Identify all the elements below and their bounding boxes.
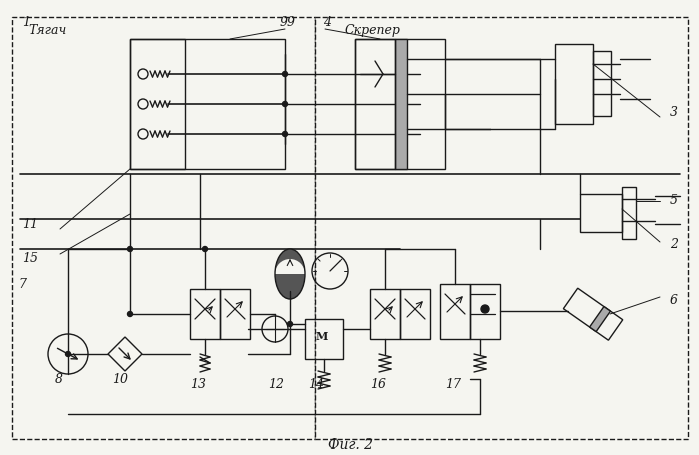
Bar (355, 40, 395, 170)
Circle shape (127, 312, 133, 317)
Bar (580, 195, 622, 233)
Text: 4: 4 (323, 15, 331, 29)
Text: 7: 7 (18, 278, 26, 291)
Bar (440, 284, 470, 339)
Bar (12, 18, 315, 439)
Text: 8: 8 (55, 373, 63, 386)
Text: 9: 9 (287, 15, 295, 29)
Text: 1: 1 (22, 15, 30, 29)
Text: 14: 14 (308, 378, 324, 391)
Circle shape (127, 247, 133, 252)
Text: 12: 12 (268, 378, 284, 391)
Circle shape (203, 247, 208, 252)
Text: 15: 15 (22, 251, 38, 264)
Text: 3: 3 (670, 105, 678, 118)
Bar (470, 284, 500, 339)
Bar (622, 187, 636, 239)
Text: 2: 2 (670, 238, 678, 251)
Text: 9: 9 (280, 15, 288, 29)
Text: 6: 6 (670, 293, 678, 306)
Text: 13: 13 (190, 378, 206, 391)
Circle shape (287, 322, 292, 327)
Text: 10: 10 (112, 373, 128, 386)
Circle shape (282, 102, 287, 107)
Bar (589, 307, 610, 332)
Bar (370, 289, 400, 339)
Text: Фиг. 2: Фиг. 2 (328, 437, 373, 451)
Bar (395, 40, 407, 170)
Text: 11: 11 (22, 218, 38, 231)
Text: M: M (316, 331, 329, 342)
Text: Тягач: Тягач (28, 24, 66, 36)
Bar (130, 40, 185, 170)
Bar (190, 289, 220, 339)
Circle shape (66, 352, 71, 357)
Text: Скрепер: Скрепер (345, 24, 401, 36)
Bar (555, 45, 593, 125)
Bar (305, 319, 343, 359)
Bar (355, 40, 445, 170)
Bar (593, 52, 611, 117)
Circle shape (282, 132, 287, 137)
Text: 16: 16 (370, 378, 386, 391)
Circle shape (282, 72, 287, 77)
Text: 17: 17 (445, 378, 461, 391)
Bar (563, 288, 623, 340)
Circle shape (481, 305, 489, 313)
Bar (400, 289, 430, 339)
Ellipse shape (275, 249, 305, 299)
Bar (220, 289, 250, 339)
Bar (130, 40, 285, 170)
Wedge shape (275, 259, 305, 274)
Text: 5: 5 (670, 193, 678, 206)
Bar (315, 18, 688, 439)
